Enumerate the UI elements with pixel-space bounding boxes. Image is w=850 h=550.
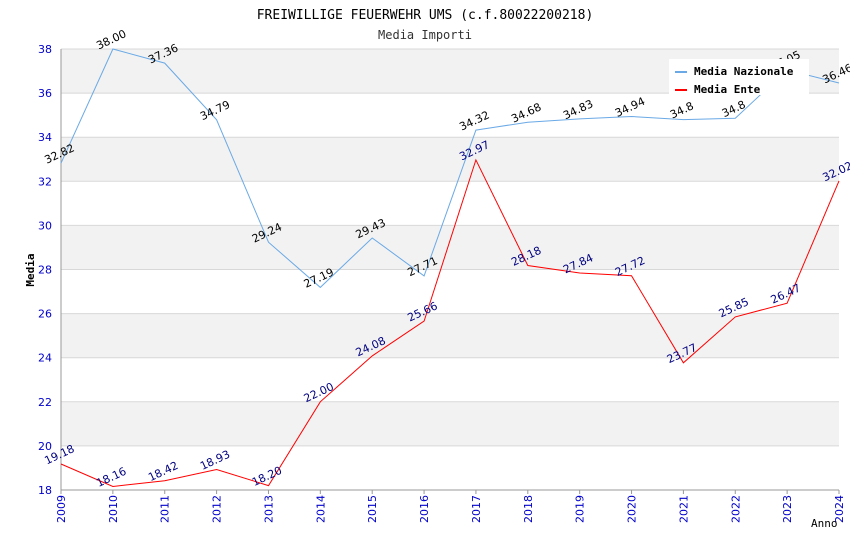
x-tick-label: 2017 <box>470 495 483 523</box>
x-tick-label: 2012 <box>211 495 224 523</box>
y-tick-label: 36 <box>38 87 52 100</box>
y-tick-label: 38 <box>38 43 52 56</box>
plot-band <box>61 225 839 270</box>
y-tick-label: 18 <box>38 484 52 497</box>
y-tick-labels: 18 20 22 24 26 28 30 32 34 36 38 <box>38 43 52 497</box>
axes <box>60 49 839 491</box>
y-tick-label: 20 <box>38 440 52 453</box>
x-tick-label: 2011 <box>159 495 172 523</box>
series-line-media-ente <box>60 158 840 488</box>
legend-label-nazionale: Media Nazionale <box>694 65 794 78</box>
x-tick-label: 2013 <box>262 495 275 523</box>
x-tick-labels: 2009 2010 2011 2012 2013 2014 2015 2016 2017 2018… <box>55 490 846 523</box>
y-tick-label: 28 <box>38 264 52 277</box>
chart-subtitle: Media Importi <box>378 28 472 42</box>
plot-band <box>61 313 839 358</box>
x-tick-label: 2019 <box>574 495 587 523</box>
x-tick-label: 2024 <box>833 495 846 523</box>
y-tick-label: 24 <box>38 352 52 365</box>
chart-title: FREIWILLIGE FEUERWEHR UMS (c.f.800222002… <box>257 8 594 23</box>
x-tick-label: 2022 <box>729 495 742 523</box>
series-lines <box>60 48 840 488</box>
plot-band <box>61 357 839 402</box>
y-tick-label: 26 <box>38 308 52 321</box>
x-tick-label: 2016 <box>418 495 431 523</box>
x-tick-label: 2015 <box>366 495 379 523</box>
y-axis-label: Media <box>24 253 37 286</box>
x-axis-label: Anno <box>811 517 838 530</box>
legend-label-ente: Media Ente <box>694 83 761 96</box>
plot-bands <box>61 49 839 490</box>
x-tick-label: 2020 <box>626 495 639 523</box>
y-tick-label: 34 <box>38 131 52 144</box>
plot-band <box>61 445 839 490</box>
plot-band <box>61 401 839 446</box>
y-tick-label: 30 <box>38 219 52 232</box>
series-line-media-nazionale <box>60 48 840 289</box>
plot-band <box>61 93 839 138</box>
plot-band <box>61 269 839 314</box>
plot-band <box>61 137 839 182</box>
x-tick-label: 2021 <box>677 495 690 523</box>
legend-box <box>669 59 809 95</box>
y-tick-label: 22 <box>38 396 52 409</box>
legend: Media Nazionale Media Ente <box>669 59 809 96</box>
x-tick-label: 2023 <box>781 495 794 523</box>
x-tick-label: 2014 <box>314 495 327 523</box>
x-tick-label: 2018 <box>522 495 535 523</box>
x-tick-label: 2010 <box>107 495 120 523</box>
y-tick-label: 32 <box>38 175 52 188</box>
x-tick-label: 2009 <box>55 495 68 523</box>
